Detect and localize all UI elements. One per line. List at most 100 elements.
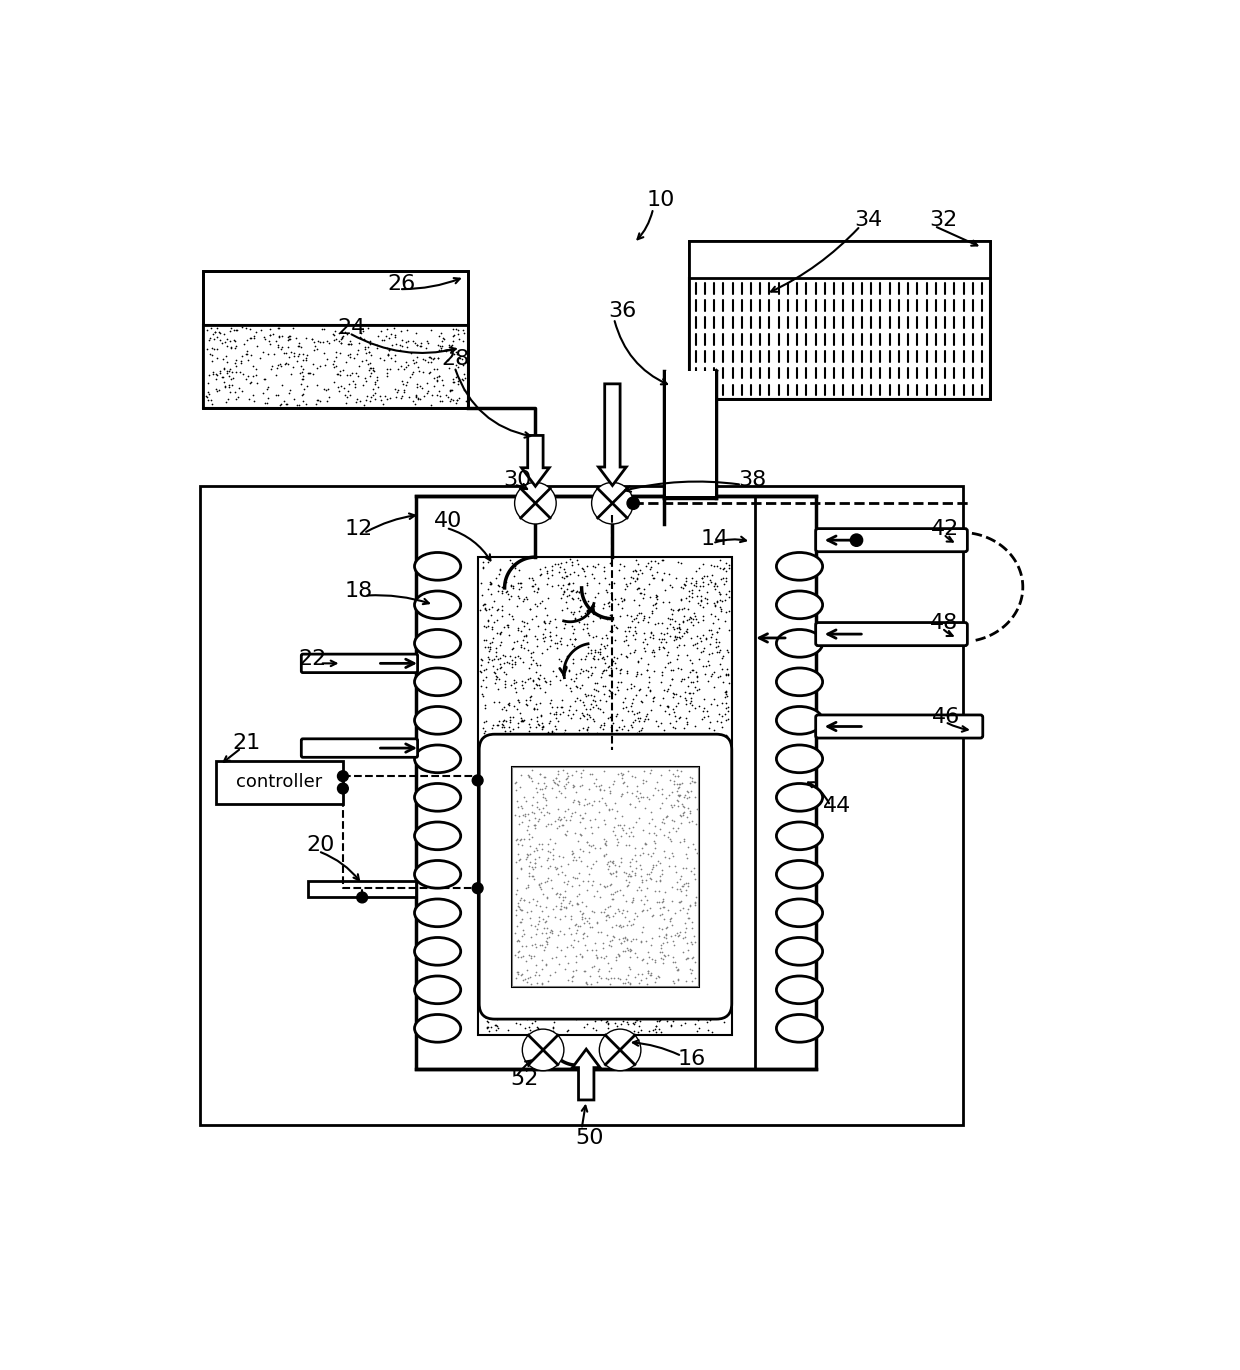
Point [503,804,523,826]
Point [630,782,650,804]
Point [624,825,644,847]
Point [520,844,539,866]
Point [615,747,635,769]
Point [707,641,727,663]
Point [578,934,598,956]
Point [553,829,573,851]
Point [512,710,532,732]
Point [616,575,636,597]
Point [472,808,492,830]
Ellipse shape [776,590,822,619]
Point [560,548,580,570]
Point [482,818,502,840]
Point [523,670,543,692]
Point [562,600,582,622]
Point [639,666,658,688]
Point [475,825,495,847]
Point [593,660,613,682]
Point [520,852,539,874]
Point [508,712,528,734]
Point [608,800,627,822]
Point [600,869,620,891]
Point [610,927,630,949]
Point [630,559,650,581]
Point [621,774,641,796]
Point [456,390,476,412]
Point [616,984,636,1006]
Point [650,906,670,927]
Point [647,926,667,948]
Point [365,373,384,395]
Point [362,358,382,379]
Point [641,869,661,891]
Point [546,907,565,929]
Point [279,347,299,369]
Point [637,659,657,681]
Point [562,810,582,832]
Point [657,618,677,640]
Point [621,884,641,906]
Point [704,936,724,958]
Point [280,379,300,401]
Point [512,989,532,1011]
Point [536,922,556,944]
Point [537,870,557,892]
Point [559,917,579,938]
Point [573,962,593,984]
Point [497,952,517,974]
Point [666,758,686,780]
Point [676,988,696,1010]
Point [598,948,618,970]
Point [573,807,593,829]
Point [667,899,687,921]
Point [585,556,605,578]
Point [625,559,645,581]
Point [518,658,538,680]
Point [506,884,526,906]
Point [630,807,650,829]
Point [336,352,356,374]
Point [625,627,645,649]
Point [619,863,639,885]
Point [646,747,666,769]
Point [590,945,610,967]
Point [708,759,728,781]
Point [486,837,506,859]
Point [625,862,645,884]
Point [713,671,733,693]
Point [598,951,618,973]
Point [495,840,515,862]
Point [578,722,598,744]
Point [703,612,723,634]
Point [714,573,734,595]
Point [532,947,552,969]
Point [528,1018,548,1040]
Point [526,993,546,1015]
Text: 38: 38 [739,470,766,490]
Point [502,649,522,671]
Point [583,593,603,615]
Point [507,827,527,849]
Point [532,944,552,966]
Point [627,567,647,589]
Point [619,855,639,877]
Point [559,810,579,832]
Point [717,725,737,747]
Point [381,347,401,369]
Point [562,840,582,862]
Point [430,385,450,407]
Point [636,729,656,751]
Point [562,586,582,608]
Point [379,326,399,348]
Point [642,1007,662,1029]
Point [650,636,670,658]
Point [480,822,500,844]
Point [548,845,568,867]
Point [455,367,475,389]
Point [604,748,624,770]
Point [454,379,474,401]
Point [289,333,309,355]
Point [551,577,570,599]
Point [650,778,670,800]
Point [481,834,501,856]
